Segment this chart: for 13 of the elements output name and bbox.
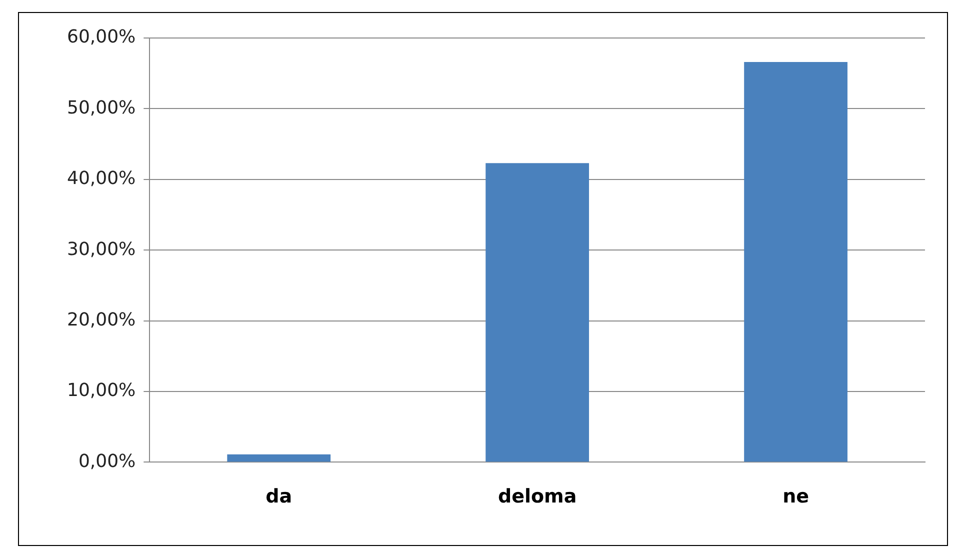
x-tick-label: ne <box>782 486 809 508</box>
x-tick-label: da <box>266 486 292 508</box>
y-tick-label: 20,00% <box>66 309 136 330</box>
y-tick-label: 50,00% <box>66 97 136 118</box>
y-tick-label: 10,00% <box>66 380 136 402</box>
bar <box>486 163 590 462</box>
bar <box>227 454 331 462</box>
x-tick-label: deloma <box>498 486 577 508</box>
bar <box>744 62 848 462</box>
y-tick-label: 60,00% <box>66 26 136 48</box>
y-tick-label: 40,00% <box>66 168 136 190</box>
y-tick-label: 0,00% <box>78 450 136 472</box>
y-tick-label: 30,00% <box>66 238 136 260</box>
